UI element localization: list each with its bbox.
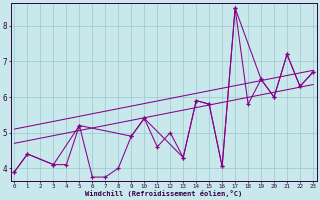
- X-axis label: Windchill (Refroidissement éolien,°C): Windchill (Refroidissement éolien,°C): [85, 190, 242, 197]
